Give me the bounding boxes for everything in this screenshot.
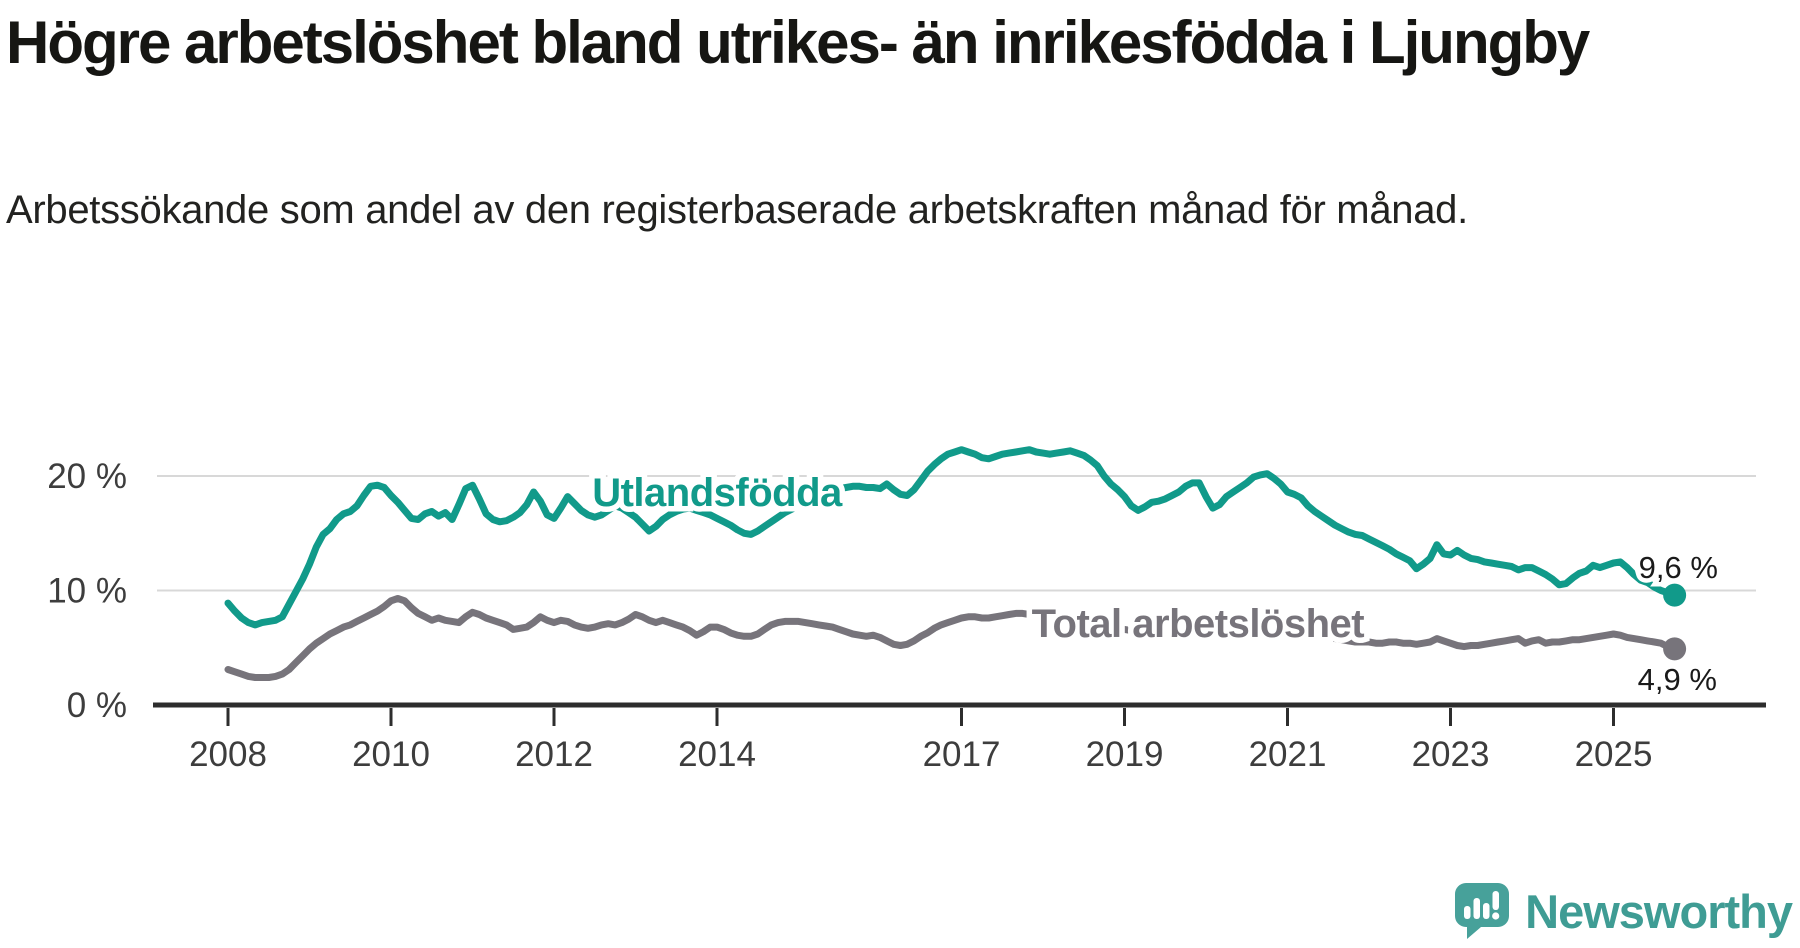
bar-chart-glyph-bar1 [1464, 906, 1471, 919]
series-end-dot-0 [1663, 583, 1687, 607]
series-end-dot-1 [1663, 637, 1687, 661]
series-end-value-label-1: 4,9 % [1638, 662, 1717, 697]
exclamation-mark-stem [1492, 891, 1500, 910]
bar-chart-glyph-bar2 [1473, 898, 1481, 919]
newsworthy-logo[interactable]: Newsworthy [1454, 882, 1793, 940]
x-tick-label: 2017 [923, 735, 1001, 774]
chart-header: Högre arbetslöshet bland utrikes- än inr… [6, 0, 1746, 239]
bar-chart-glyph-bar3 [1483, 903, 1490, 919]
chart-subtitle: Arbetssökande som andel av den registerb… [6, 188, 1468, 232]
x-tick-label: 2023 [1412, 735, 1490, 774]
y-tick-label: 10 % [47, 572, 127, 611]
newsworthy-logo-text: Newsworthy [1525, 884, 1793, 938]
y-tick-label: 0 % [67, 686, 127, 725]
x-tick-label: 2019 [1086, 735, 1164, 774]
newsworthy-logo-icon [1455, 883, 1510, 939]
x-tick-label: 2010 [352, 735, 430, 774]
x-tick-label: 2008 [189, 735, 267, 774]
x-tick-label: 2025 [1575, 735, 1653, 774]
series-line-0 [224, 446, 1679, 629]
page-title: Högre arbetslöshet bland utrikes- än inr… [6, 9, 1590, 76]
series-label-1: Total arbetslöshet [1032, 602, 1365, 646]
series-line-1 [224, 595, 1679, 681]
x-tick-label: 2014 [678, 735, 756, 774]
y-tick-label: 20 % [47, 457, 127, 496]
x-tick-label: 2012 [515, 735, 593, 774]
exclamation-mark-dot [1492, 912, 1500, 920]
series-label-0: Utlandsfödda [592, 471, 843, 515]
x-tick-label: 2021 [1249, 735, 1327, 774]
series-end-value-label-0: 9,6 % [1639, 550, 1718, 585]
